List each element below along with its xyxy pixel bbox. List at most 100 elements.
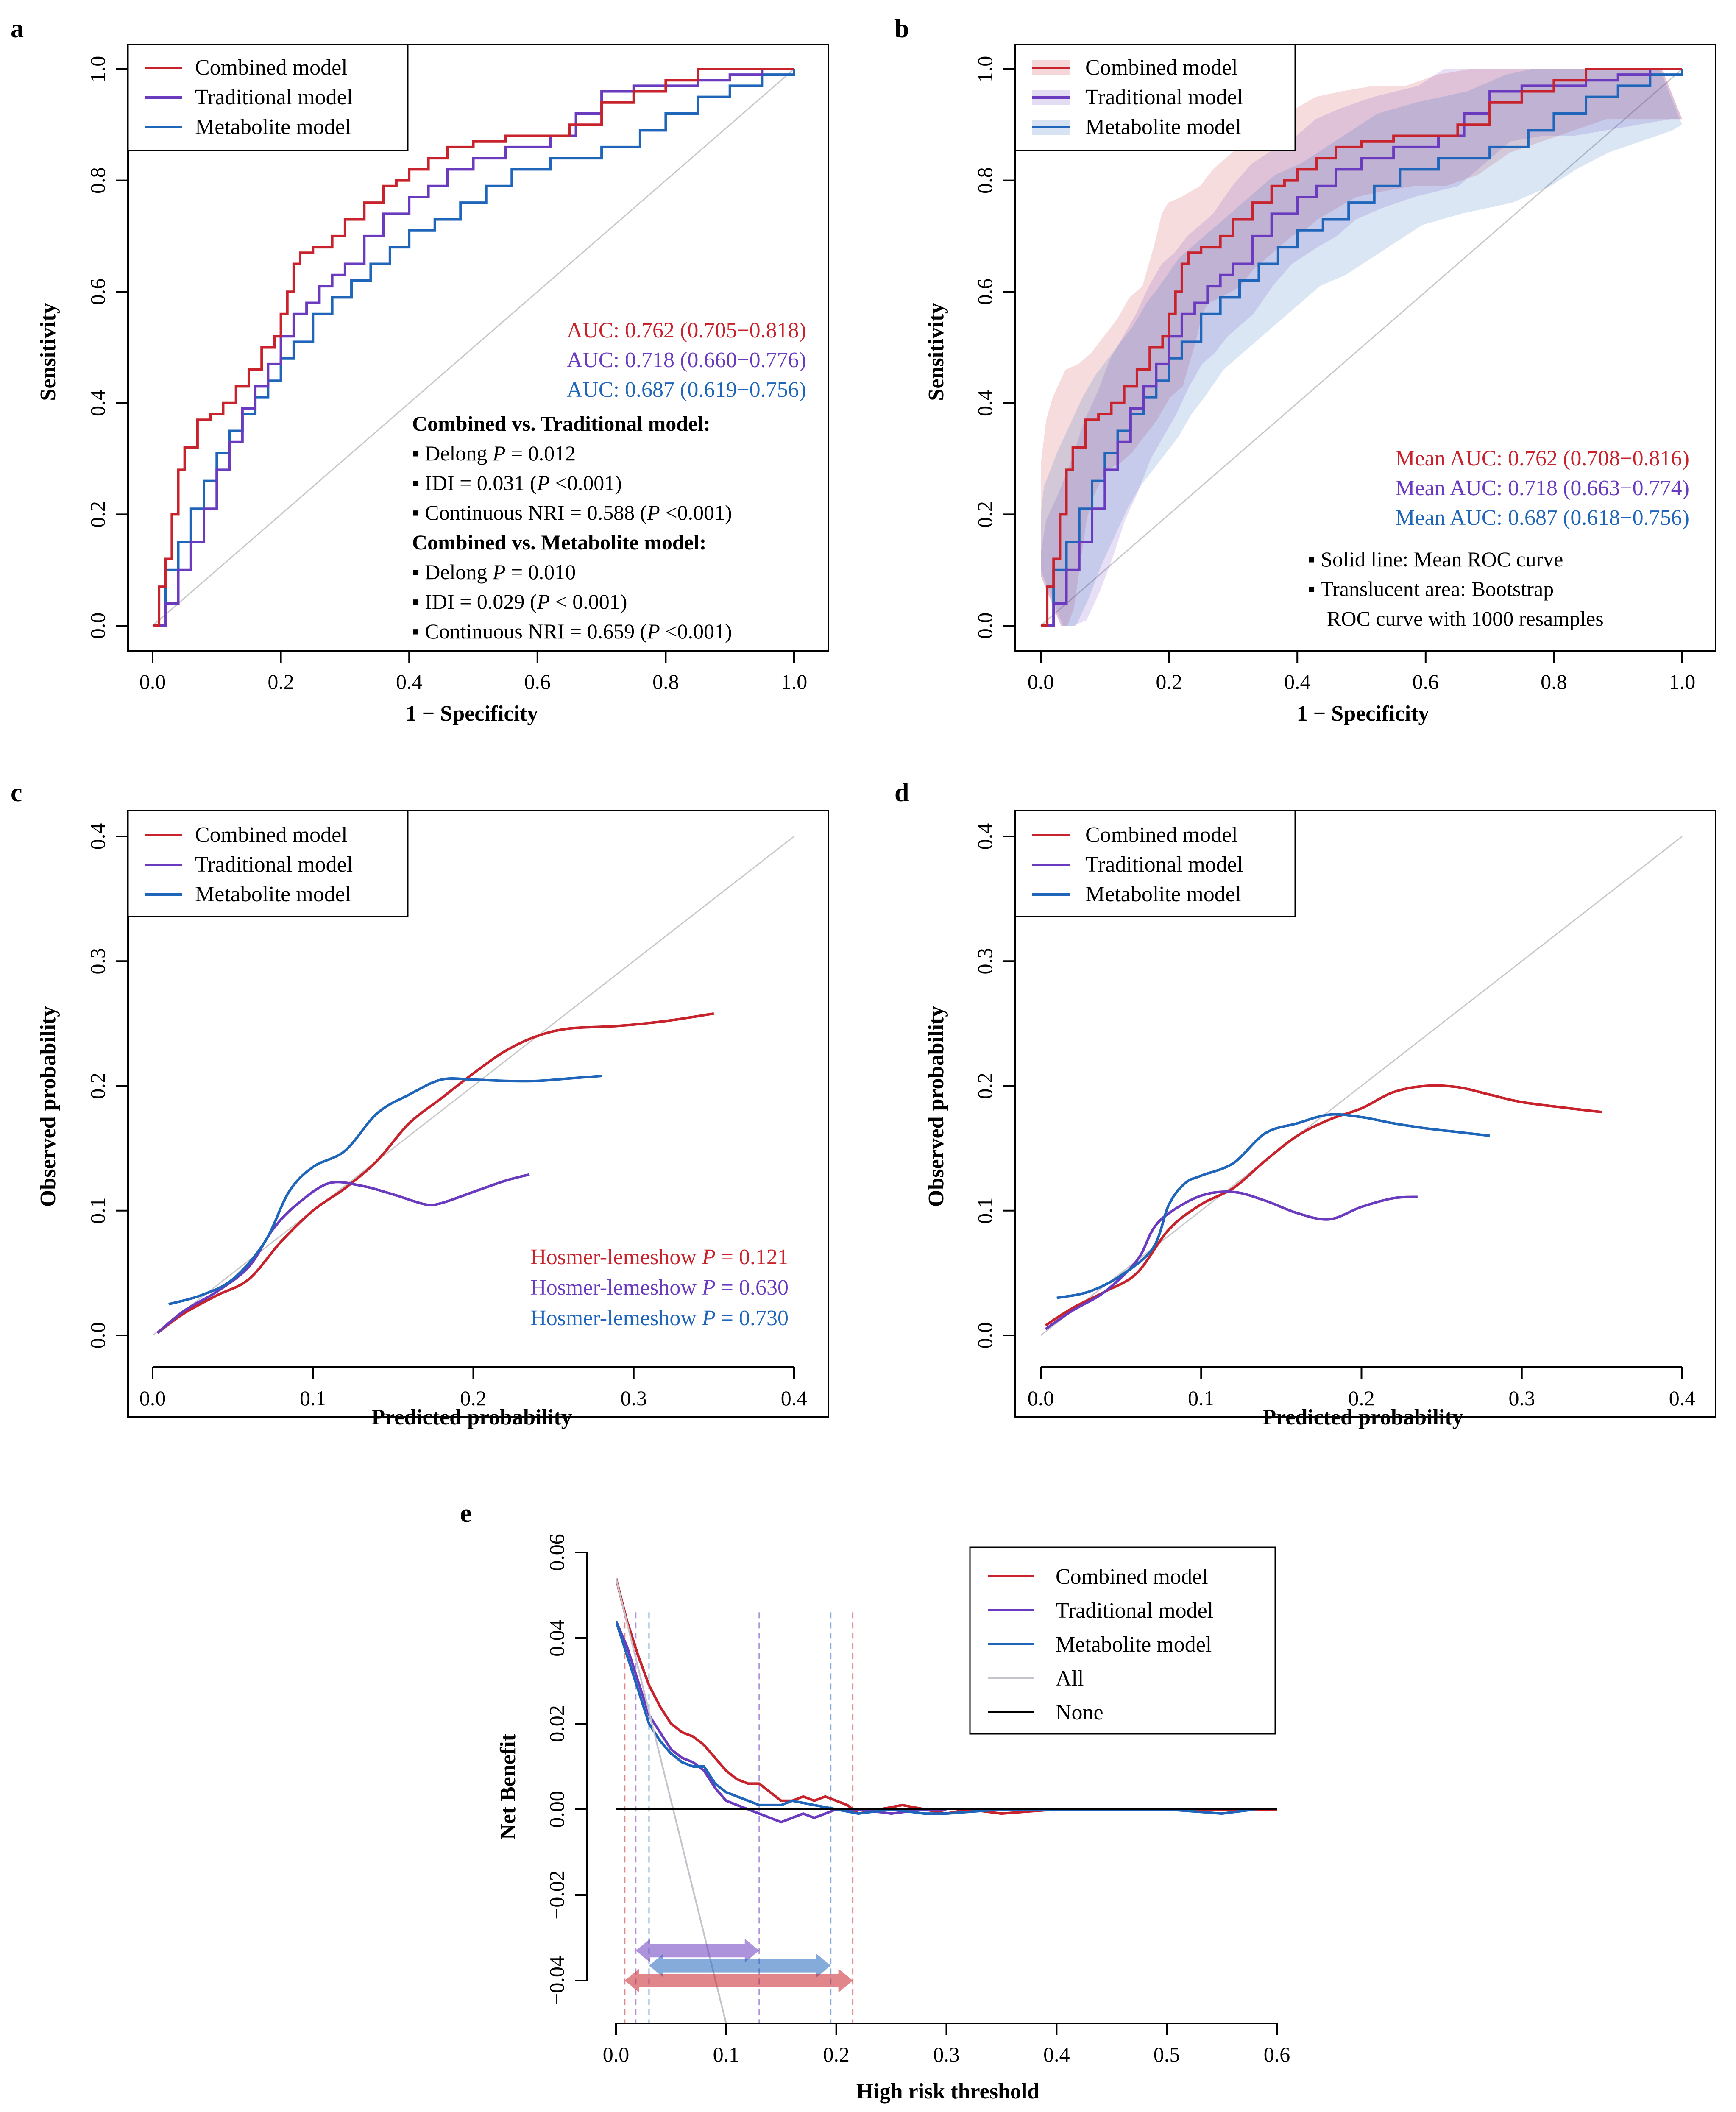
hl-traditional-c: Hosmer-lemeshow P = 0.630 [530, 1276, 789, 1300]
stats-idi-1: ▪ IDI = 0.031 (P <0.001) [412, 471, 622, 495]
decision-curves-e [616, 1577, 1277, 2023]
x-tick-label-e: 0.4 [1043, 2042, 1070, 2066]
x-tick-label-a: 0.6 [524, 670, 551, 694]
legend-c: Combined model Traditional model Metabol… [127, 810, 409, 917]
y-tick-label-c: 0.3 [86, 948, 109, 975]
y-tick-label-b: 0.6 [973, 279, 997, 305]
legend-label-combined-d: Combined model [1085, 823, 1238, 847]
x-tick-label-a: 0.8 [652, 670, 679, 694]
x-tick-label-d: 0.3 [1509, 1386, 1535, 1410]
stats-nri-2: ▪ Continuous NRI = 0.659 (P <0.001) [412, 619, 732, 643]
x-axis-label-a: 1 − Specificity [406, 702, 538, 726]
legend-label-combined-c: Combined model [195, 823, 348, 847]
plot-area-a [152, 68, 795, 627]
stats-heading-1: Combined vs. Traditional model: [412, 412, 711, 435]
y-tick-label-c: 0.4 [86, 823, 109, 850]
x-axis-label-d: Predicted probability [1262, 1405, 1463, 1429]
x-tick-label-c: 0.3 [621, 1386, 647, 1410]
legend-d: Combined model Traditional model Metabol… [1014, 810, 1296, 917]
stats-block-a: Combined vs. Traditional model: ▪ Delong… [412, 412, 732, 643]
hl-annotations-c: Hosmer-lemeshow P = 0.121 Hosmer-lemesho… [530, 1245, 789, 1330]
x-tick-label-b: 0.0 [1028, 670, 1054, 694]
y-tick-label-e: 0.02 [545, 1705, 568, 1742]
x-tick-label-c: 0.1 [300, 1386, 326, 1410]
calibration-curve-traditional-c [156, 1173, 530, 1334]
stats-idi-2: ▪ IDI = 0.029 (P < 0.001) [412, 590, 627, 613]
calibration-curve-combined-d [1045, 1084, 1602, 1326]
x-tick-label-a: 0.0 [139, 670, 166, 694]
y-tick-label-e: −0.02 [545, 1870, 568, 1920]
y-tick-label-d: 0.0 [973, 1322, 997, 1349]
panel-e: e 0.0 0.1 0.2 0.3 0.4 0.5 0.6−0.04−0.020.000.0… [460, 1499, 1290, 2104]
x-tick-label-d: 0.4 [1669, 1386, 1696, 1410]
auc-annotations-b: Mean AUC: 0.762 (0.708−0.816) Mean AUC: … [1395, 446, 1689, 530]
y-tick-label-b: 1.0 [973, 56, 997, 83]
auc-metabolite-a: AUC: 0.687 (0.619−0.756) [567, 378, 806, 402]
legend-label-combined-e: Combined model [1056, 1565, 1208, 1589]
panel-c: c 0.0 0.1 0.2 0.3 0.4 0.0 0.1 0.2 0.3 0.4 Predict… [11, 778, 829, 1429]
legend-label-traditional-e: Traditional model [1056, 1599, 1213, 1623]
y-tick-label-b: 0.4 [973, 390, 997, 417]
panel-label-e: e [460, 1499, 472, 1528]
x-tick-label-c: 0.4 [781, 1386, 808, 1410]
y-axis-label-e: Net Benefit [496, 1733, 520, 1839]
y-tick-label-a: 0.4 [86, 390, 109, 417]
legend-label-none-e: None [1056, 1700, 1103, 1725]
x-tick-label-a: 1.0 [781, 670, 808, 694]
axes-c: 0.0 0.1 0.2 0.3 0.4 0.0 0.1 0.2 0.3 0.4 [86, 823, 807, 1410]
stats-delong-2: ▪ Delong P = 0.010 [412, 560, 576, 584]
plot-area-e [616, 1577, 1277, 2023]
notes-b: ▪ Solid line: Mean ROC curve ▪ Transluce… [1308, 547, 1604, 630]
y-tick-label-d: 0.4 [973, 823, 997, 850]
x-tick-label-e: 0.3 [933, 2042, 960, 2066]
plot-area-c [152, 836, 794, 1336]
auc-annotations-a: AUC: 0.762 (0.705−0.818) AUC: 0.718 (0.6… [567, 318, 806, 402]
plot-area-b [1040, 68, 1683, 627]
auc-traditional-a: AUC: 0.718 (0.660−0.776) [567, 348, 806, 372]
panel-label-b: b [894, 14, 909, 43]
hl-metabolite-c: Hosmer-lemeshow P = 0.730 [530, 1306, 789, 1330]
roc-curve-traditional-b [1041, 68, 1682, 627]
y-tick-label-c: 0.2 [86, 1073, 109, 1099]
panel-label-d: d [894, 778, 909, 807]
plot-area-d [1040, 836, 1683, 1336]
bootstrap-band-combined-b [1041, 69, 1682, 626]
panel-a: a 0.0 0.2 0.4 0.6 0.8 1.0 0.0 0.2 0.4 0.6 0.8 1.0 1… [11, 14, 829, 726]
reference-diagonal-a [152, 68, 794, 627]
benefit-range-arrow-traditional-e [635, 1939, 759, 1963]
roc-curve-metabolite-b [1041, 69, 1683, 627]
note-translucent-area: ▪ Translucent area: Bootstrap [1308, 577, 1554, 601]
x-tick-label-b: 1.0 [1669, 670, 1696, 694]
stats-nri-1: ▪ Continuous NRI = 0.588 (P <0.001) [412, 501, 732, 524]
roc-curve-metabolite-a [153, 69, 795, 627]
auc-traditional-b: Mean AUC: 0.718 (0.663−0.774) [1395, 476, 1689, 500]
hl-combined-c: Hosmer-lemeshow P = 0.121 [530, 1245, 789, 1269]
y-axis-label-b: Sensitivity [924, 303, 948, 401]
panel-label-a: a [11, 14, 24, 43]
auc-combined-a: AUC: 0.762 (0.705−0.818) [567, 318, 806, 343]
auc-metabolite-b: Mean AUC: 0.687 (0.618−0.756) [1395, 506, 1689, 530]
roc-curve-traditional-a [153, 68, 794, 627]
reference-diagonal-d [1040, 836, 1683, 1336]
y-tick-label-a: 0.8 [86, 167, 109, 194]
legend-label-traditional-c: Traditional model [195, 853, 353, 877]
legend-label-metabolite-a: Metabolite model [195, 115, 351, 139]
legend-a: Combined model Traditional model Metabol… [127, 44, 409, 151]
legend-label-all-e: All [1056, 1666, 1084, 1691]
y-tick-label-b: 0.0 [973, 613, 997, 639]
calibration-curve-combined-c [156, 1012, 714, 1334]
y-tick-label-d: 0.3 [973, 948, 997, 975]
legend-label-combined-a: Combined model [195, 56, 348, 80]
panel-d: d 0.0 0.1 0.2 0.3 0.4 0.0 0.1 0.2 0.3 0.4 Predict… [894, 778, 1716, 1429]
y-tick-label-a: 0.0 [86, 613, 109, 639]
legend-label-metabolite-d: Metabolite model [1085, 882, 1241, 906]
note-resamples: ROC curve with 1000 resamples [1327, 607, 1604, 630]
x-tick-label-e: 0.6 [1264, 2042, 1290, 2066]
axes-a: 0.0 0.2 0.4 0.6 0.8 1.0 0.0 0.2 0.4 0.6 0.8 1.0 [86, 56, 807, 694]
y-tick-label-d: 0.2 [973, 1073, 997, 1099]
x-tick-label-b: 0.2 [1156, 670, 1182, 694]
legend-label-combined-b: Combined model [1085, 56, 1238, 80]
legend-label-traditional-b: Traditional model [1085, 85, 1243, 109]
y-tick-label-c: 0.0 [86, 1322, 109, 1349]
y-tick-label-a: 0.2 [86, 501, 109, 528]
